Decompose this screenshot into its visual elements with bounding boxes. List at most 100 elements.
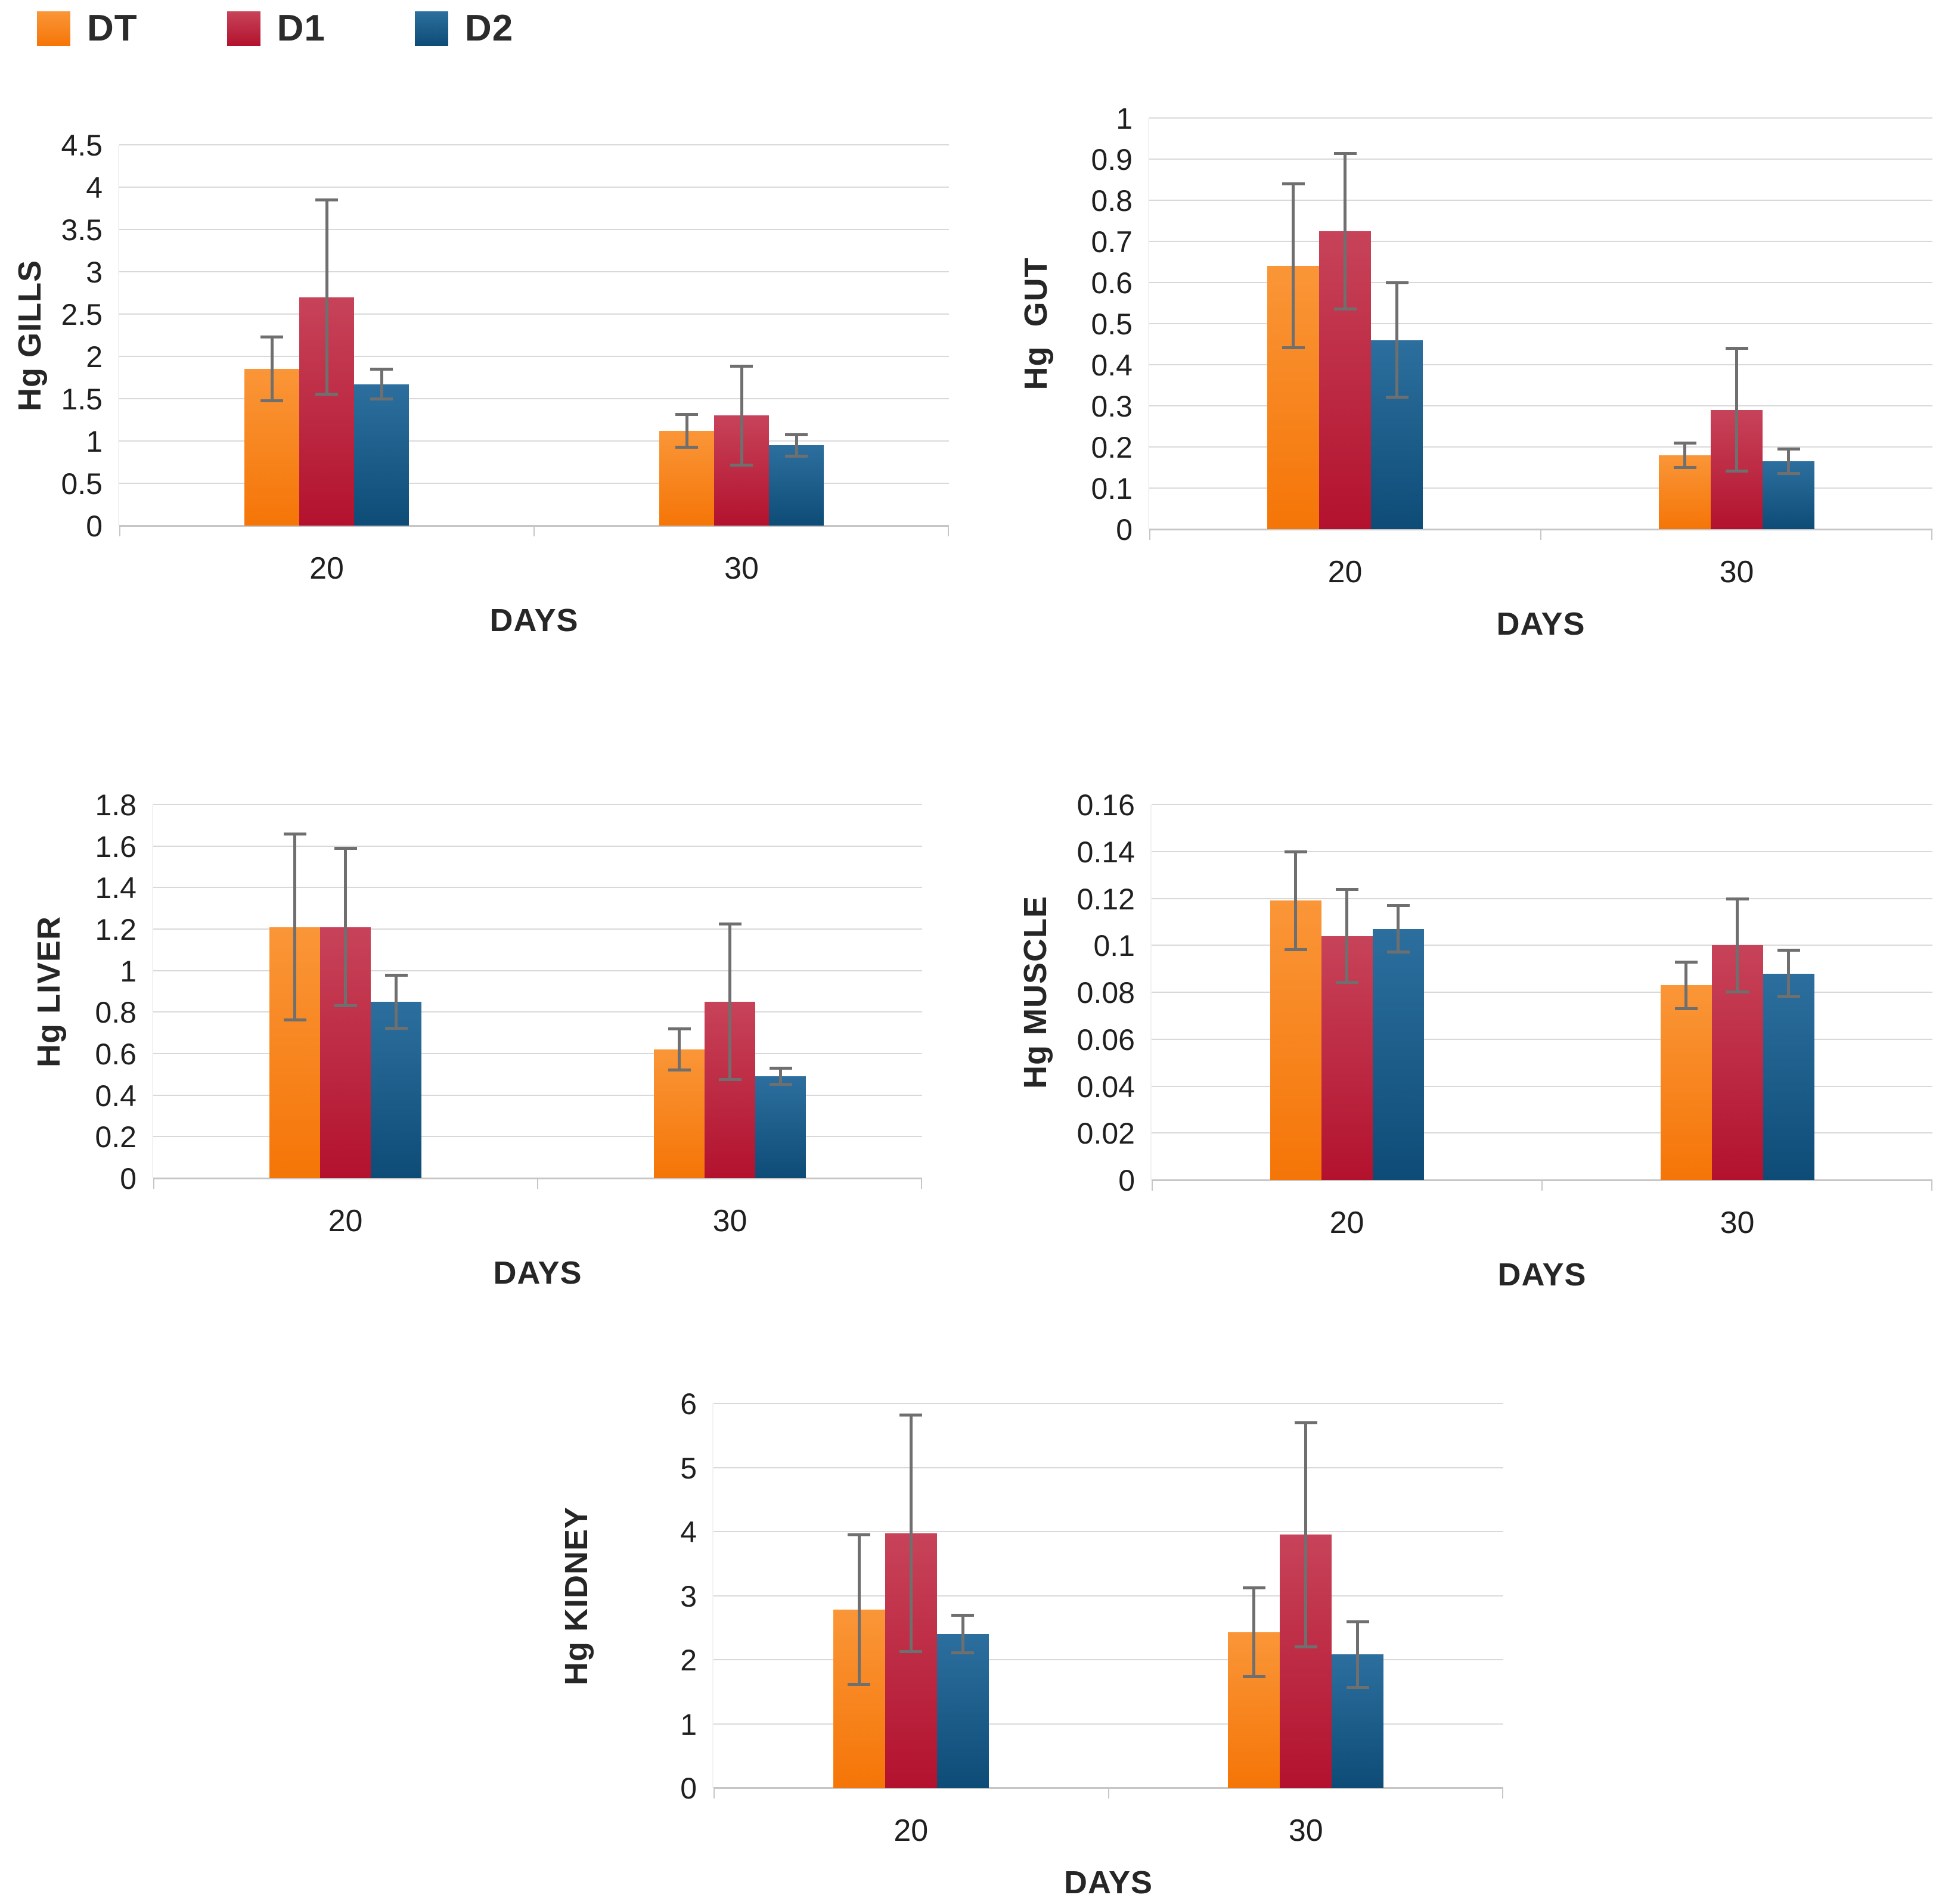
error-bar-cap-bottom xyxy=(370,397,393,401)
gridline xyxy=(119,229,949,230)
error-bar xyxy=(270,337,274,402)
gridline xyxy=(1152,1132,1932,1134)
error-bar-cap-bottom xyxy=(718,1077,742,1081)
gridline xyxy=(1149,446,1932,448)
y-axis-tick-label: 0.12 xyxy=(1076,882,1135,916)
category-boundary-tick xyxy=(1502,1788,1503,1799)
error-bar-cap-top xyxy=(1385,281,1409,284)
y-axis-tick-label: 0.14 xyxy=(1076,835,1135,869)
error-bar-cap-bottom xyxy=(1242,1675,1265,1679)
y-axis-tick-label: 0.3 xyxy=(1091,390,1133,423)
y-axis-tick-label: 0.1 xyxy=(1093,929,1135,963)
y-axis-tick-label: 0 xyxy=(1118,1164,1135,1197)
error-bar-cap-bottom xyxy=(260,399,283,403)
y-axis-tick-label: 3.5 xyxy=(61,213,103,247)
y-axis-tick-label: 0 xyxy=(680,1772,697,1805)
x-axis-title: DAYS xyxy=(489,602,579,638)
gridline xyxy=(713,1467,1503,1468)
category-boundary-tick xyxy=(948,526,949,536)
error-bar-cap-bottom xyxy=(1725,470,1748,473)
category-boundary-tick xyxy=(1149,529,1150,540)
gridline xyxy=(1149,241,1932,242)
bar-d2-20 xyxy=(1372,928,1424,1180)
error-bar-cap-top xyxy=(1282,182,1305,186)
gridline xyxy=(1149,159,1932,160)
error-bar xyxy=(1683,443,1686,468)
error-bar-cap-top xyxy=(848,1533,871,1537)
x-axis-category-label: 20 xyxy=(1327,555,1363,589)
category-boundary-tick xyxy=(537,1178,538,1189)
error-bar xyxy=(1304,1422,1308,1647)
error-bar-cap-bottom xyxy=(1335,981,1358,984)
x-axis-category-label: 30 xyxy=(724,551,759,586)
y-axis-tick-label: 5 xyxy=(680,1451,697,1485)
error-bar-cap-top xyxy=(1284,850,1307,853)
error-bar-cap-top xyxy=(668,1027,691,1031)
error-bar-cap-top xyxy=(1335,887,1358,891)
y-axis-tick-label: 0.6 xyxy=(1091,266,1133,300)
gridline xyxy=(1152,850,1932,852)
gridline xyxy=(1152,945,1932,946)
x-axis-title: DAYS xyxy=(1063,1865,1153,1900)
y-axis-tick-label: 1 xyxy=(120,954,136,988)
category-boundary-tick xyxy=(1541,1180,1543,1191)
y-axis-tick-label: 2 xyxy=(680,1644,697,1677)
category-boundary-tick xyxy=(1931,1180,1932,1191)
error-bar xyxy=(1395,282,1398,398)
error-bar xyxy=(1787,950,1790,997)
error-bar xyxy=(1252,1587,1256,1678)
error-bar xyxy=(1736,898,1739,992)
error-bar-cap-top xyxy=(1346,1620,1369,1623)
y-axis-tick-label: 2.5 xyxy=(61,298,103,331)
error-bar xyxy=(961,1614,964,1654)
legend-item-d2: D2 xyxy=(414,7,513,49)
x-axis-category-label: 30 xyxy=(1719,555,1754,589)
error-bar-cap-top xyxy=(1673,442,1696,445)
gridline xyxy=(119,271,949,272)
error-bar-cap-bottom xyxy=(951,1651,975,1655)
x-axis-category-label: 30 xyxy=(1720,1206,1755,1240)
gridline xyxy=(1152,804,1932,805)
error-bar-cap-top xyxy=(384,973,408,977)
gridline xyxy=(119,356,949,357)
chart-hg-kidney: 0 1 2 3 4 5 6 20 30 Hg KIDNEY DAYS xyxy=(559,1387,1503,1900)
error-bar xyxy=(857,1535,861,1685)
error-bar xyxy=(325,200,328,395)
y-axis-tick-label: 0.5 xyxy=(1091,308,1133,341)
legend-label-dt: DT xyxy=(87,8,138,49)
y-axis-tick-label: 0.1 xyxy=(1091,472,1133,505)
gridline xyxy=(119,144,949,145)
gridline xyxy=(153,1136,922,1138)
error-bar-cap-top xyxy=(769,1067,792,1070)
y-axis-tick-label: 1.2 xyxy=(95,913,136,946)
error-bar-cap-top xyxy=(370,368,393,371)
gridline xyxy=(119,187,949,188)
bar-d2-20 xyxy=(371,1001,421,1178)
error-bar-cap-top xyxy=(1777,949,1800,952)
gridline xyxy=(153,1053,922,1054)
error-bar-cap-bottom xyxy=(334,1004,357,1007)
y-axis-tick-label: 6 xyxy=(680,1387,697,1421)
x-axis-title: DAYS xyxy=(1496,606,1586,642)
error-bar xyxy=(1344,153,1347,309)
x-axis-title: DAYS xyxy=(1497,1257,1587,1293)
legend-label-d1: D1 xyxy=(277,8,325,49)
y-axis-tick-label: 0.6 xyxy=(95,1038,136,1071)
x-axis-category-label: 20 xyxy=(1329,1206,1364,1240)
y-axis-tick-label: 4 xyxy=(680,1515,697,1549)
error-bar-cap-bottom xyxy=(1673,465,1696,469)
error-bar-cap-bottom xyxy=(1284,948,1307,952)
gridline xyxy=(1149,282,1932,283)
error-bar-cap-bottom xyxy=(1282,346,1305,350)
y-axis-tick-label: 0.04 xyxy=(1076,1070,1135,1104)
y-axis-tick-label: 1 xyxy=(680,1707,697,1741)
error-bar-cap-bottom xyxy=(1333,307,1357,310)
error-bar-cap-top xyxy=(1294,1421,1317,1425)
x-axis-category-label: 30 xyxy=(712,1204,747,1238)
error-bar xyxy=(395,974,398,1029)
y-axis-tick-label: 0.9 xyxy=(1091,143,1133,176)
error-bar xyxy=(1735,348,1738,472)
gridline xyxy=(119,313,949,315)
error-bar-cap-top xyxy=(1674,960,1698,964)
